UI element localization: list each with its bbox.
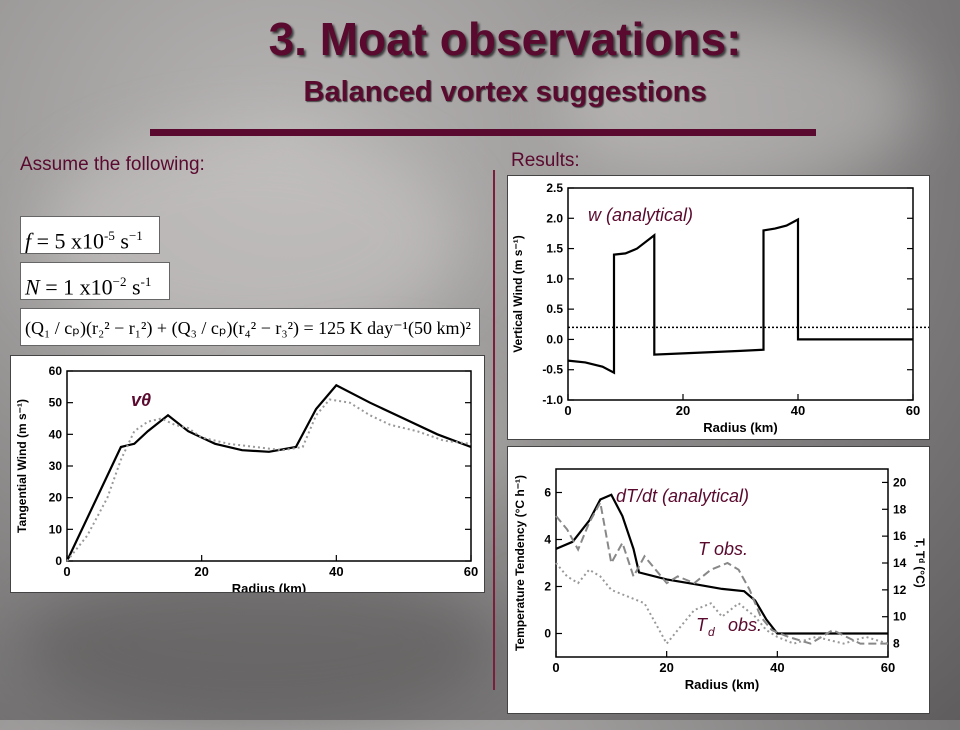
y2-axis-label: T, Tᵈ (°C) [913,538,927,587]
x-tick-label: 40 [329,564,343,579]
tangential-wind-chart: 0 20 40 60 0 10 20 30 40 50 60 Radius (km) Tangentia… [15,364,478,596]
y-tick-label: 30 [49,459,63,473]
tangential-wind-panel: 0 20 40 60 0 10 20 30 40 50 60 Radius (km) Tangentia… [10,355,485,596]
assume-label: Assume the following: [20,154,205,175]
temperature-tendency-chart: 0 20 40 60 0 2 4 6 8 10 12 14 16 18 20 Radius (km) Tempe… [513,468,927,692]
x-axis-label: Radius (km) [232,581,306,592]
x-axis-label: Radius (km) [703,420,777,435]
y-axis-label: Vertical Wind (m s⁻¹) [511,235,525,353]
x-tick-label: 60 [464,564,478,579]
y2-tick-label: 12 [893,583,907,597]
y-tick-label: 2.0 [546,211,563,225]
results-label: Results: [511,150,580,171]
x-tick-label: 40 [791,403,805,418]
x-tick-label: 20 [194,564,208,579]
series-line-solid [567,217,913,375]
y-tick-label: 10 [49,522,63,536]
plot-frame [66,370,472,562]
column-divider [493,170,495,690]
y2-tick-label: 16 [893,529,907,543]
x-axis-label: Radius (km) [685,677,759,692]
y-tick-label: 2 [544,580,551,594]
vertical-wind-chart: 0 20 40 60 -1.0 -0.5 0.0 0.5 1.0 1.5 2.0 2.5 Radius … [511,181,931,435]
dtdt-annotation: dT/dt (analytical) [616,486,749,506]
y2-tick-label: 18 [893,502,907,516]
equation-heating: (Q₁ / cₚ)(r₂² − r₁²) + (Q₃ / cₚ)(r₄² − r… [20,308,480,346]
y2-tick-label: 8 [893,637,900,651]
y2-tick-label: 14 [893,556,907,570]
t-obs-annotation: T obs. [698,539,748,559]
x-tick-label: 0 [552,660,559,675]
vertical-wind-panel: 0 20 40 60 -1.0 -0.5 0.0 0.5 1.0 1.5 2.0 2.5 Radius … [507,175,931,440]
x-tick-label: 60 [881,660,895,675]
y-tick-label: 0 [55,554,62,568]
v-theta-annotation: vθ [131,390,151,410]
x-tick-label: 20 [659,660,673,675]
slide-subtitle: Balanced vortex suggestions [303,76,707,108]
y-tick-label: -1.0 [542,393,563,407]
y-tick-label: 20 [49,491,63,505]
y-tick-label: 1.5 [546,242,563,256]
y-tick-label: 2.5 [546,181,563,195]
equation-f: f = 5 x10-5 s−1 [20,216,160,254]
y-axis-label: Temperature Tendency (°C h⁻¹) [513,475,527,651]
x-tick-label: 40 [770,660,784,675]
series-line-dotted [555,562,889,646]
series-line-dashed [555,499,888,645]
y-tick-label: 6 [544,486,551,500]
slide-title: 3. Moat observations: [268,13,742,65]
title-underline [150,129,816,136]
y-tick-label: 1.0 [546,272,563,286]
y-tick-label: 4 [544,533,551,547]
y-tick-label: 0.0 [546,332,563,346]
series-line-solid [555,493,888,635]
plot-frame [567,187,914,401]
y-tick-label: 60 [49,364,63,378]
td-obs-annotation-subscript: d [708,625,715,639]
cloud-decoration [560,20,920,190]
y-axis-label: Tangential Wind (m s⁻¹) [15,399,29,533]
y2-tick-label: 20 [893,475,907,489]
y-tick-label: 40 [49,427,63,441]
x-tick-label: 20 [676,403,690,418]
series-line-dotted [66,398,472,562]
x-tick-label: 60 [906,403,920,418]
y-tick-label: 50 [49,396,63,410]
y-tick-label: -0.5 [542,363,563,377]
series-line-solid [66,383,472,562]
y-tick-label: 0 [544,627,551,641]
w-annotation: w (analytical) [588,205,693,225]
td-obs-annotation-obs: obs. [728,615,762,635]
temperature-tendency-panel: 0 20 40 60 0 2 4 6 8 10 12 14 16 18 20 Radius (km) Tempe… [507,446,930,714]
x-tick-label: 0 [63,564,70,579]
y2-tick-label: 10 [893,610,907,624]
y-tick-label: 0.5 [546,302,563,316]
x-tick-label: 0 [564,403,571,418]
td-obs-annotation-t: T [696,615,709,635]
equation-n: N = 1 x10−2 s-1 [20,262,170,300]
